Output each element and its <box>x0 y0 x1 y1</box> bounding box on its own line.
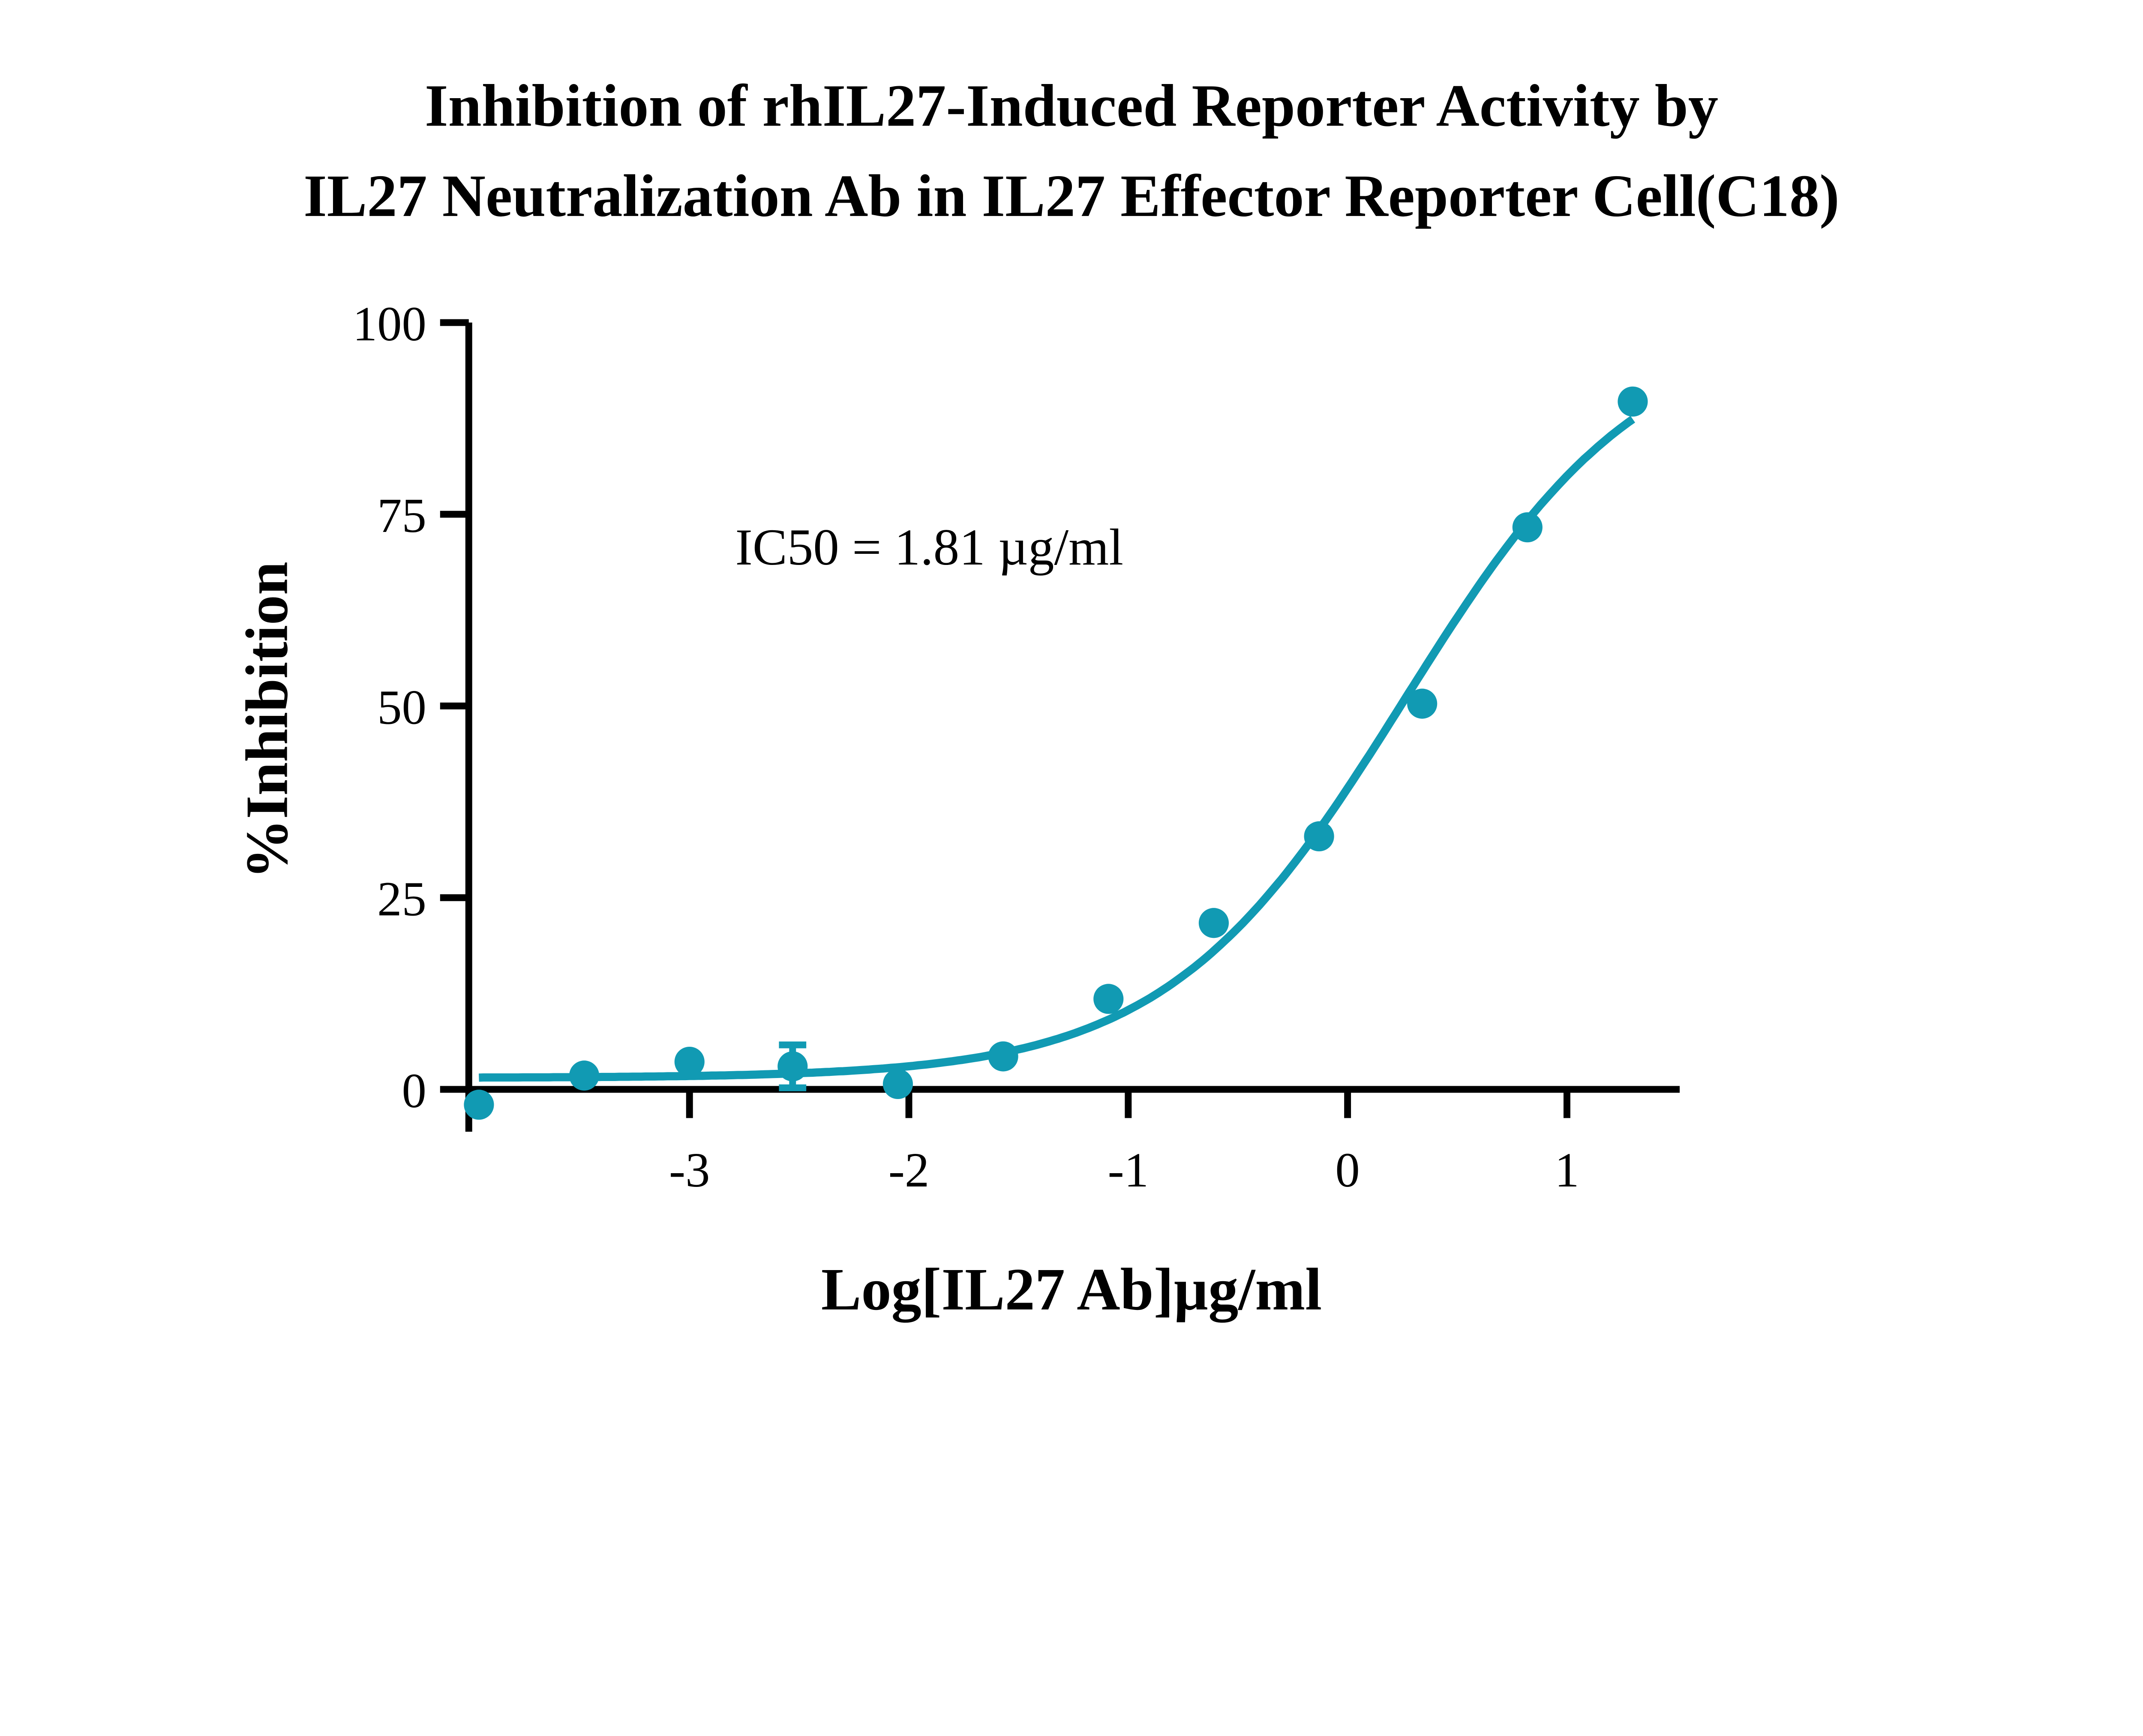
data-point <box>988 1041 1018 1072</box>
chart-title-line-1: Inhibition of rhIL27-Induced Reporter Ac… <box>425 72 1718 139</box>
ic50-annotation: IC50 = 1.81 µg/ml <box>735 519 1123 576</box>
axes: 0 25 50 75 100 -3 -2 -1 0 1 <box>353 297 1680 1197</box>
x-tick-label: 0 <box>1335 1143 1360 1197</box>
points-group <box>464 386 1648 1120</box>
chart-title-line-2: IL27 Neutralization Ab in IL27 Effector … <box>303 163 1840 229</box>
data-point <box>1304 821 1334 852</box>
data-point <box>569 1060 600 1091</box>
data-point <box>1093 984 1124 1014</box>
data-point <box>1407 688 1438 719</box>
y-tick-label: 100 <box>353 297 426 351</box>
data-point <box>1512 512 1543 543</box>
chart-container: Inhibition of rhIL27-Induced Reporter Ac… <box>234 72 1840 1323</box>
y-tick-label: 25 <box>377 872 426 926</box>
x-tick-label: 1 <box>1555 1143 1579 1197</box>
y-axis-label: %Inhibition <box>234 562 300 879</box>
x-axis-label: Log[IL27 Ab]µg/ml <box>821 1256 1322 1323</box>
data-point <box>777 1051 808 1081</box>
chart-svg: Inhibition of rhIL27-Induced Reporter Ac… <box>234 72 1840 1323</box>
y-tick-label: 0 <box>402 1063 426 1118</box>
curve-group <box>479 416 1636 1082</box>
data-point <box>882 1069 913 1099</box>
data-point <box>1618 386 1648 417</box>
y-tick-label: 50 <box>377 680 426 734</box>
data-point <box>464 1090 494 1120</box>
data-point <box>674 1046 705 1077</box>
data-point <box>1198 908 1229 938</box>
x-tick-label: -3 <box>669 1143 710 1197</box>
fit-curve <box>479 416 1636 1082</box>
x-tick-label: -2 <box>888 1143 930 1197</box>
x-tick-label: -1 <box>1108 1143 1149 1197</box>
y-tick-label: 75 <box>377 488 426 543</box>
